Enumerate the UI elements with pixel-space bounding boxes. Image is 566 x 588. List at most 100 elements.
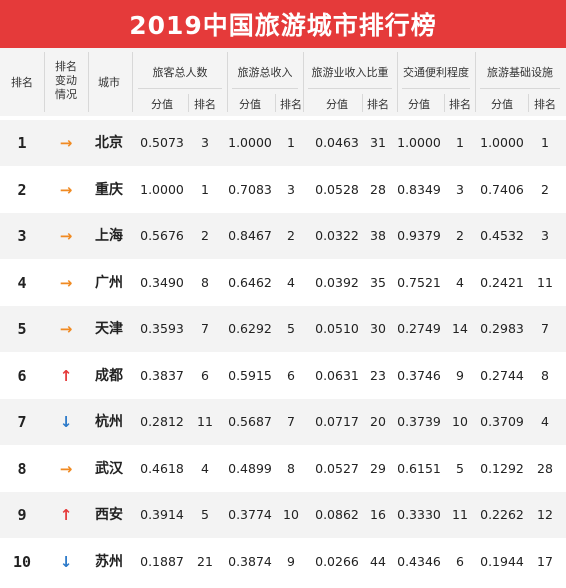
score-cell: 0.8467 — [228, 228, 272, 243]
subrank-cell: 9 — [456, 367, 464, 383]
arrow-right-icon: → — [59, 273, 73, 292]
score-cell: 0.7083 — [228, 181, 272, 197]
header-change: 排名 变动 情况 — [46, 60, 86, 102]
table-row: 9 ↑ 西安 0.3914 5 0.3774 10 0.0862 16 0.3330 11 0.226… — [0, 492, 566, 538]
score-cell: 0.0322 — [315, 228, 359, 243]
header-group: 旅游业收入比重 — [311, 66, 389, 79]
rank-cell: 3 — [17, 227, 27, 245]
subrank-cell: 10 — [283, 507, 299, 522]
score-cell: 0.3739 — [397, 414, 441, 429]
table-row: 3 → 上海 0.5676 2 0.8467 2 0.0322 38 0.9379 2 0.4532 3 — [0, 213, 566, 259]
score-cell: 0.5915 — [228, 367, 272, 383]
score-cell: 0.3774 — [228, 507, 272, 522]
header-group: 交通便利程度 — [403, 66, 469, 79]
rank-cell: 2 — [17, 180, 27, 199]
city-cell: 上海 — [95, 228, 123, 244]
subrank-cell: 12 — [537, 507, 553, 522]
subrank-cell: 5 — [456, 460, 464, 476]
score-cell: 0.0266 — [315, 553, 359, 569]
table-row: 4 → 广州 0.3490 8 0.6462 4 0.0392 35 0.7521 4 0.2421 1… — [0, 260, 566, 306]
score-cell: 1.0000 — [397, 135, 441, 150]
subrank-cell: 1 — [201, 181, 209, 197]
city-cell: 成都 — [95, 367, 123, 384]
header-group-underline — [138, 88, 222, 89]
score-cell: 0.3914 — [140, 507, 184, 522]
score-cell: 1.0000 — [480, 135, 524, 150]
rank-cell: 10 — [12, 552, 32, 571]
header-score: 分值 — [239, 98, 261, 111]
subrank-cell: 3 — [541, 228, 549, 243]
subrank-cell: 5 — [201, 507, 209, 522]
subrank-cell: 3 — [287, 181, 295, 197]
header-subrank: 排名 — [194, 98, 216, 111]
subrank-cell: 4 — [287, 274, 295, 290]
table-row: 5 → 天津 0.3593 7 0.6292 5 0.0510 30 0.2749 14 0.2983… — [0, 306, 566, 352]
score-cell: 0.4532 — [480, 228, 524, 243]
score-cell: 0.2421 — [480, 274, 524, 290]
subrank-cell: 1 — [287, 135, 295, 150]
score-cell: 0.3593 — [140, 321, 184, 336]
subrank-cell: 11 — [452, 507, 468, 522]
score-cell: 0.0631 — [315, 367, 359, 383]
score-cell: 0.3330 — [397, 507, 441, 522]
arrow-right-icon: → — [59, 320, 73, 338]
rank-cell: 9 — [17, 506, 27, 524]
subrank-cell: 9 — [287, 553, 295, 569]
score-cell: 0.2744 — [480, 367, 524, 383]
city-cell: 杭州 — [95, 414, 123, 430]
header-subrank: 排名 — [367, 98, 389, 111]
header-divider — [88, 52, 89, 112]
header-group-underline — [232, 88, 298, 89]
page-title: 2019中国旅游城市排行榜 — [0, 0, 566, 48]
subrank-cell: 20 — [370, 414, 386, 429]
header-subrank: 排名 — [280, 98, 302, 111]
arrow-right-icon: → — [59, 134, 73, 152]
header-group-underline — [402, 88, 470, 89]
table-header — [0, 48, 566, 116]
city-cell: 广州 — [95, 274, 123, 291]
subrank-cell: 38 — [370, 228, 386, 243]
subrank-cell: 23 — [370, 367, 386, 383]
score-cell: 0.2983 — [480, 321, 524, 336]
subrank-cell: 3 — [201, 135, 209, 150]
subrank-cell: 28 — [537, 460, 553, 476]
city-cell: 苏州 — [95, 553, 123, 570]
subrank-cell: 21 — [197, 553, 213, 569]
arrow-right-icon: → — [59, 227, 73, 245]
subrank-cell: 28 — [370, 181, 386, 197]
score-cell: 1.0000 — [228, 135, 272, 150]
arrow-down-icon: ↓ — [59, 552, 73, 571]
header-score: 分值 — [151, 98, 173, 111]
header-divider — [227, 52, 228, 112]
rank-cell: 7 — [17, 413, 27, 431]
subrank-cell: 6 — [201, 367, 209, 383]
header-divider — [475, 52, 476, 112]
score-cell: 0.5676 — [140, 228, 184, 243]
score-cell: 0.6151 — [397, 460, 441, 476]
score-cell: 0.3746 — [397, 367, 441, 383]
score-cell: 0.0463 — [315, 135, 359, 150]
score-cell: 0.3874 — [228, 553, 272, 569]
subrank-cell: 8 — [541, 367, 549, 383]
table-row: 2 → 重庆 1.0000 1 0.7083 3 0.0528 28 0.8349 3 0.7406 2 — [0, 167, 566, 213]
score-cell: 0.3490 — [140, 274, 184, 290]
header-change-line: 排名 — [55, 60, 77, 73]
score-cell: 0.2749 — [397, 321, 441, 336]
header-group: 旅游基础设施 — [487, 66, 553, 79]
header-subdivider — [361, 94, 363, 112]
header-divider — [132, 52, 133, 112]
rank-cell: 8 — [17, 459, 27, 478]
header-subdivider — [274, 94, 276, 112]
score-cell: 0.6462 — [228, 274, 272, 290]
city-cell: 天津 — [95, 321, 123, 337]
subrank-cell: 2 — [287, 228, 295, 243]
score-cell: 0.0862 — [315, 507, 359, 522]
score-cell: 0.1887 — [140, 553, 184, 569]
subrank-cell: 31 — [370, 135, 386, 150]
subrank-cell: 11 — [197, 414, 213, 429]
score-cell: 0.9379 — [397, 228, 441, 243]
header-score: 分值 — [491, 98, 513, 111]
arrow-right-icon: → — [59, 459, 73, 478]
arrow-right-icon: → — [59, 180, 73, 199]
header-change-line: 情况 — [55, 88, 77, 101]
